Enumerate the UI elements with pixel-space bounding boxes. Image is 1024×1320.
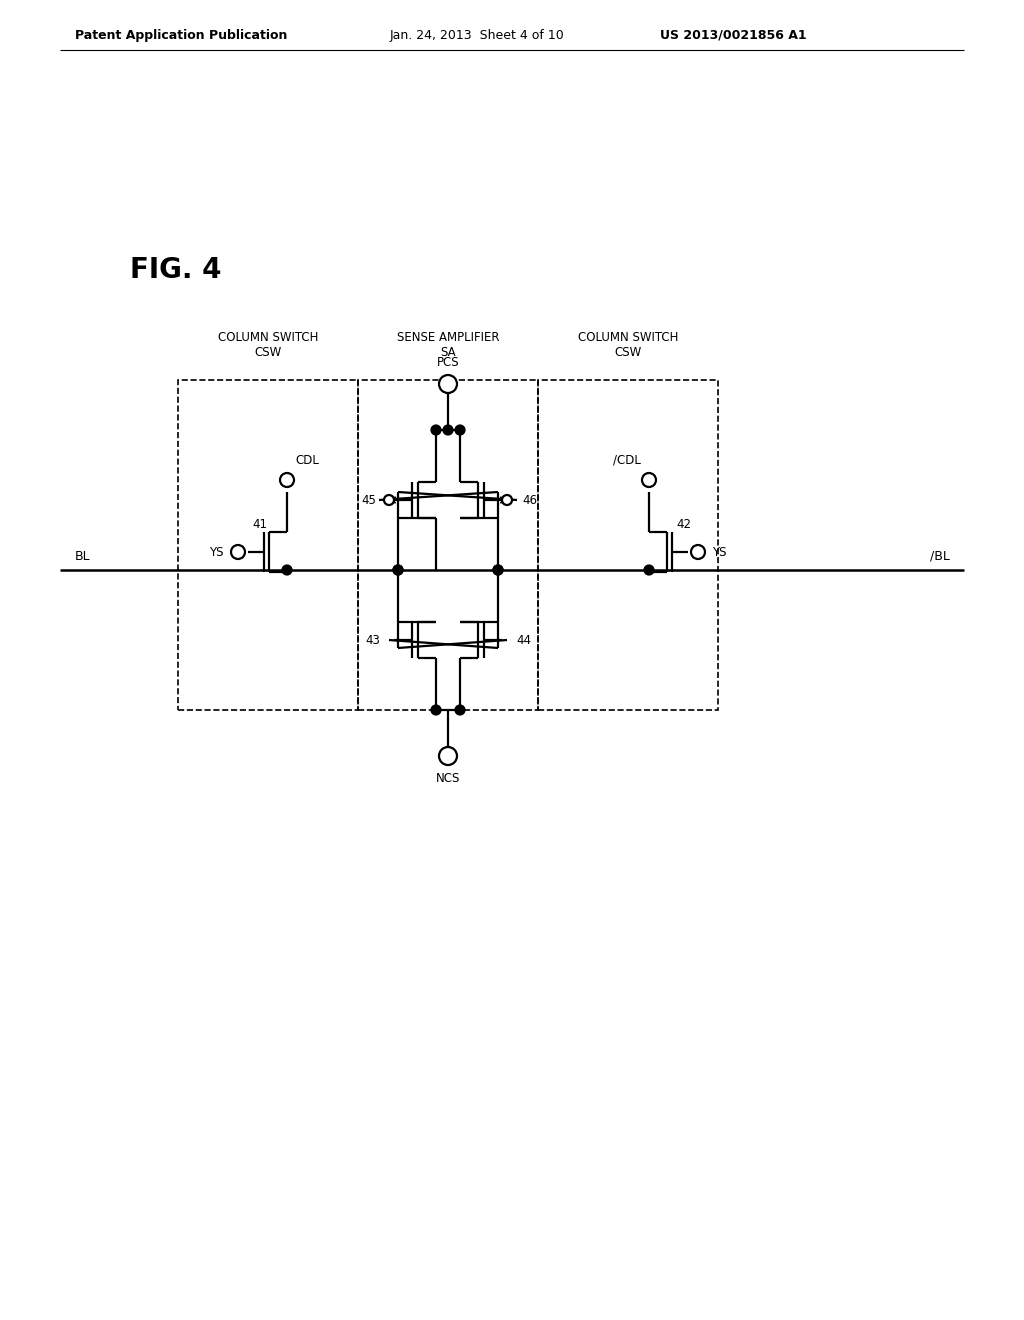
Circle shape (439, 747, 457, 766)
Text: NCS: NCS (436, 771, 460, 784)
Bar (358, 380, 538, 710)
Circle shape (644, 565, 653, 574)
Circle shape (280, 473, 294, 487)
Text: /BL: /BL (930, 549, 950, 562)
Text: FIG. 4: FIG. 4 (130, 256, 221, 284)
Text: US 2013/0021856 A1: US 2013/0021856 A1 (660, 29, 807, 41)
Text: COLUMN SWITCH
CSW: COLUMN SWITCH CSW (578, 331, 678, 359)
Circle shape (642, 473, 656, 487)
Circle shape (502, 495, 512, 506)
Text: Jan. 24, 2013  Sheet 4 of 10: Jan. 24, 2013 Sheet 4 of 10 (390, 29, 565, 41)
Text: YS: YS (712, 545, 726, 558)
Bar (538, 380, 718, 710)
Text: BL: BL (75, 549, 91, 562)
Text: 44: 44 (516, 634, 531, 647)
Circle shape (456, 425, 465, 434)
Bar (178, 380, 358, 710)
Circle shape (439, 375, 457, 393)
Text: Patent Application Publication: Patent Application Publication (75, 29, 288, 41)
Text: /CDL: /CDL (613, 454, 641, 466)
Circle shape (431, 705, 440, 714)
Circle shape (494, 565, 503, 574)
Text: CDL: CDL (295, 454, 318, 466)
Text: SENSE AMPLIFIER
SA: SENSE AMPLIFIER SA (396, 331, 500, 359)
Text: 46: 46 (522, 494, 537, 507)
Text: 41: 41 (252, 517, 267, 531)
Text: 43: 43 (366, 634, 380, 647)
Circle shape (231, 545, 245, 558)
Circle shape (384, 495, 394, 506)
Circle shape (393, 565, 402, 574)
Circle shape (393, 565, 402, 574)
Text: 42: 42 (676, 517, 691, 531)
Text: PCS: PCS (436, 355, 460, 368)
Text: YS: YS (210, 545, 224, 558)
Circle shape (456, 705, 465, 714)
Text: COLUMN SWITCH
CSW: COLUMN SWITCH CSW (218, 331, 318, 359)
Circle shape (431, 425, 440, 434)
Text: 45: 45 (361, 494, 376, 507)
Circle shape (283, 565, 292, 574)
Circle shape (691, 545, 705, 558)
Circle shape (494, 565, 503, 574)
Circle shape (443, 425, 453, 434)
